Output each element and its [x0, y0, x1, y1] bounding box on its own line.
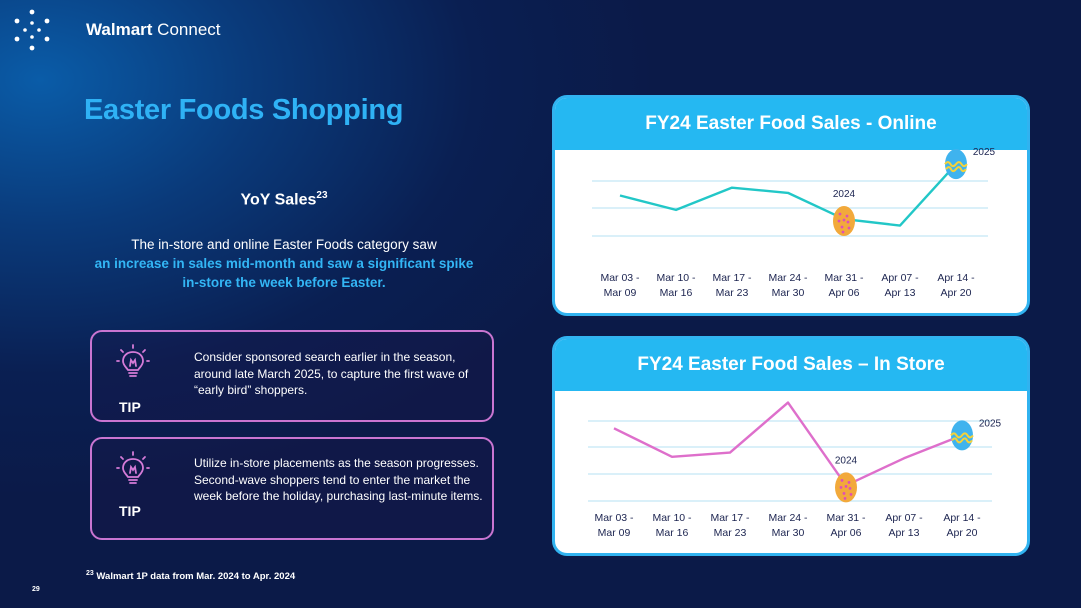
x-tick-label: Mar 03 -Mar 09 — [600, 272, 640, 299]
x-tick-label: Apr 07 -Apr 13 — [881, 272, 919, 299]
description-highlight: an increase in sales mid-month and saw a… — [94, 256, 474, 290]
egg-2024-icon — [833, 206, 855, 237]
brand-name: Walmart Connect — [86, 20, 221, 40]
instore-sales-chart: Mar 03 -Mar 09 Mar 10 -Mar 16 Mar 17 -Mar … — [588, 401, 1002, 539]
walmart-spark-logo-icon — [14, 9, 50, 51]
yoy-title: YoY Sales — [240, 191, 317, 209]
x-tick-label: Mar 17 -Mar 23 — [710, 512, 750, 539]
footnote-ref: 23 — [86, 570, 94, 577]
chart-title-instore: FY24 Easter Food Sales – In Store — [555, 339, 1027, 391]
lightbulb-icon — [116, 451, 150, 484]
tip-label-1: TIP — [119, 399, 141, 415]
x-tick-label: Apr 14 -Apr 20 — [943, 512, 981, 539]
annotation-label: 2024 — [833, 189, 856, 200]
egg-2025-icon — [944, 149, 968, 180]
lightbulb-icon — [116, 344, 150, 377]
tip-text-2: Utilize in-store placements as the seaso… — [194, 456, 483, 503]
yoy-footnote-ref: 23 — [316, 190, 328, 201]
x-tick-label: Mar 24 -Mar 30 — [768, 512, 808, 539]
description: The in-store and online Easter Foods cat… — [88, 235, 480, 292]
instore-sales-chart-card: FY24 Easter Food Sales – In Store Mar 03… — [555, 339, 1027, 553]
series-line — [619, 163, 957, 227]
series-line — [613, 401, 963, 487]
online-sales-chart: Mar 03 -Mar 09 Mar 10 -Mar 16 Mar 17 -Mar … — [592, 147, 996, 299]
chart-title-online: FY24 Easter Food Sales - Online — [555, 98, 1027, 150]
x-tick-label: Apr 14 -Apr 20 — [937, 272, 975, 299]
annotation-label: 2025 — [973, 147, 996, 158]
page-number: 29 — [32, 586, 40, 593]
yoy-sales-heading: YoY Sales23 — [100, 190, 468, 209]
tip-label-2: TIP — [119, 503, 141, 519]
footnote-text: Walmart 1P data from Mar. 2024 to Apr. 2… — [93, 571, 296, 583]
x-tick-label: Mar 03 -Mar 09 — [594, 512, 634, 539]
x-tick-label: Apr 07 -Apr 13 — [885, 512, 923, 539]
x-tick-label: Mar 17 -Mar 23 — [712, 272, 752, 299]
egg-2025-icon — [950, 420, 974, 451]
tip-card-2: TIP Utilize in-store placements as the s… — [90, 437, 494, 540]
tip-card-1: TIP Consider sponsored search earlier in… — [90, 330, 494, 422]
brand-name-light: Connect — [152, 20, 221, 39]
online-sales-chart-card: FY24 Easter Food Sales - Online Mar 03 -… — [555, 98, 1027, 313]
x-tick-label: Mar 24 -Mar 30 — [768, 272, 808, 299]
x-tick-label: Mar 10 -Mar 16 — [652, 512, 692, 539]
description-text: The in-store and online Easter Foods cat… — [131, 237, 437, 252]
x-tick-label: Mar 31 -Apr 06 — [826, 512, 866, 539]
annotation-label: 2025 — [979, 418, 1002, 429]
page-title: Easter Foods Shopping — [84, 94, 404, 126]
egg-2024-icon — [835, 472, 857, 503]
brand-name-bold: Walmart — [86, 20, 153, 39]
annotation-label: 2024 — [835, 455, 858, 466]
tip-text-1: Consider sponsored search earlier in the… — [194, 350, 469, 397]
x-tick-label: Mar 10 -Mar 16 — [656, 272, 696, 299]
footnote: 23 Walmart 1P data from Mar. 2024 to Apr… — [86, 570, 295, 582]
x-tick-label: Mar 31 -Apr 06 — [824, 272, 864, 299]
